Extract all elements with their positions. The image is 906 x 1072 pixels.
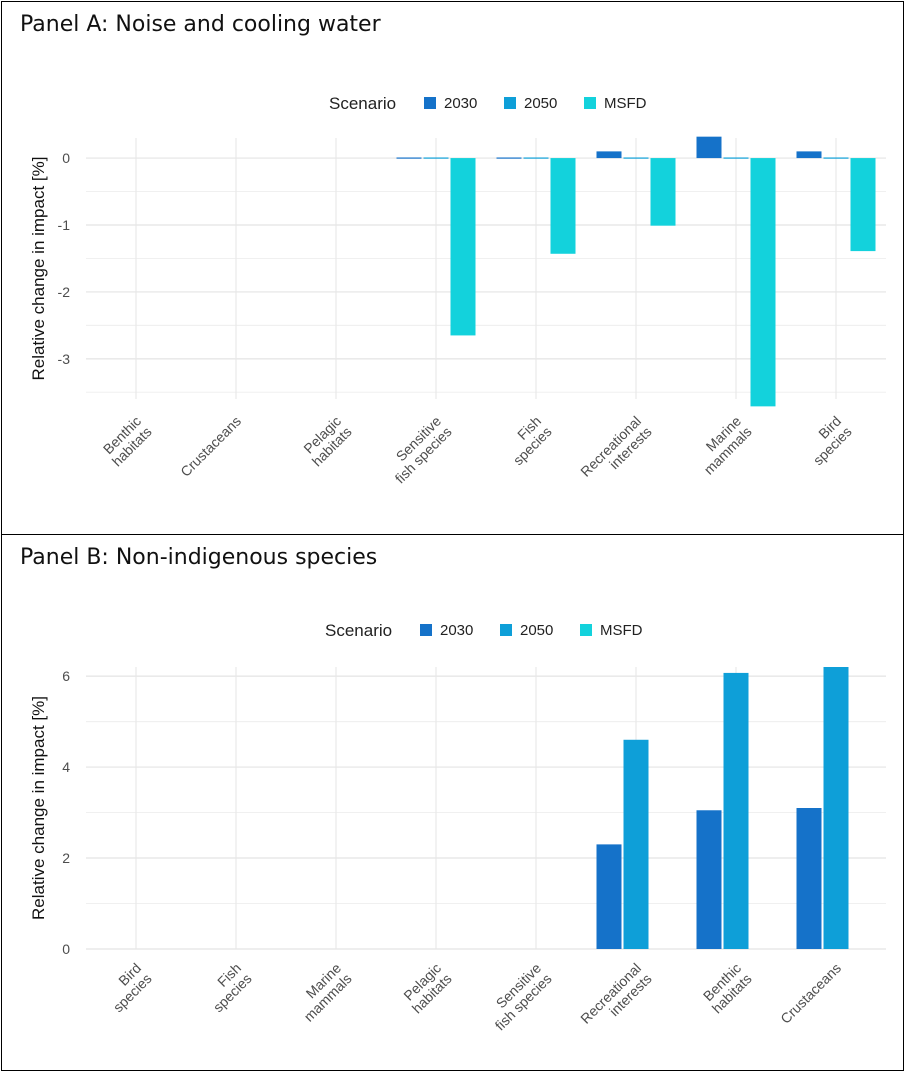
legend-swatch-2030 — [420, 624, 432, 636]
legend-swatch-msfd — [580, 624, 592, 636]
bar-2050-7 — [823, 667, 849, 949]
bar-2030-6 — [696, 136, 722, 159]
x-category-label: Marinemammals — [690, 413, 755, 478]
legend-swatch-msfd — [584, 97, 596, 109]
y-tick-label: 0 — [62, 150, 70, 166]
y-tick-label: 0 — [62, 941, 70, 957]
bar-2030-5 — [596, 151, 622, 159]
y-tick-label: -2 — [58, 284, 71, 300]
bar-2050-4 — [523, 157, 549, 159]
panel-b: Panel B: Non-indigenous species 0 2 4 6 Bird… — [1, 534, 904, 1071]
x-category-label: Sensitivefish species — [481, 960, 555, 1034]
legend-label-2030: 2030 — [444, 95, 477, 112]
bar-2050-6 — [723, 672, 749, 949]
legend-label-msfd: MSFD — [600, 622, 643, 639]
bar-2030-6 — [696, 810, 722, 949]
legend-title: Scenario — [325, 621, 392, 640]
y-tick-label: 4 — [62, 759, 70, 775]
bar-2050-5 — [623, 739, 649, 949]
bar-msfd-5 — [650, 158, 676, 226]
panel-b-chart: 0 2 4 6 Birdspecies Fishspecies Marinemammals P… — [29, 621, 886, 1038]
x-category-label: Pelagichabitats — [298, 413, 355, 470]
bar-2050-6 — [723, 157, 749, 159]
bar-2050-3 — [423, 157, 449, 159]
x-category-label: Sensitivefish species — [381, 413, 455, 487]
legend-label-2050: 2050 — [524, 95, 557, 112]
y-tick-label: -1 — [58, 217, 71, 233]
bar-2030-7 — [796, 151, 822, 159]
legend-swatch-2050 — [500, 624, 512, 636]
y-axis-title: Relative change in impact [%] — [29, 157, 48, 381]
x-category-label: Birdspecies — [799, 413, 854, 468]
legend-title: Scenario — [329, 94, 396, 113]
panel-a: Panel A: Noise and cooling water 0 -1 -2 -3… — [1, 1, 904, 535]
x-category-label: Pelagichabitats — [398, 960, 455, 1017]
bar-msfd-6 — [750, 158, 776, 407]
panel-a-title: Panel A: Noise and cooling water — [20, 12, 381, 37]
bar-msfd-3 — [450, 158, 476, 336]
bar-2030-5 — [596, 844, 622, 949]
x-category-label: Crustaceans — [777, 960, 844, 1027]
x-category-label: Fishspecies — [499, 413, 554, 468]
legend-label-2030: 2030 — [440, 622, 473, 639]
x-category-label: Marinemammals — [290, 960, 355, 1025]
bar-msfd-7 — [850, 158, 876, 252]
x-category-label: Birdspecies — [99, 960, 154, 1015]
x-category-label: Benthichabitats — [98, 413, 155, 470]
y-tick-label: 2 — [62, 850, 70, 866]
bar-msfd-4 — [550, 158, 576, 254]
legend-label-msfd: MSFD — [604, 95, 647, 112]
legend-swatch-2050 — [504, 97, 516, 109]
legend-label-2050: 2050 — [520, 622, 553, 639]
bar-2050-7 — [823, 157, 849, 159]
x-category-label: Recreationalinterests — [577, 413, 655, 491]
x-category-label: Recreationalinterests — [577, 960, 655, 1038]
bar-2030-7 — [796, 808, 822, 949]
x-category-label: Fishspecies — [199, 960, 254, 1015]
bar-2030-4 — [496, 157, 522, 159]
panel-b-title: Panel B: Non-indigenous species — [20, 545, 378, 570]
x-category-label: Crustaceans — [177, 413, 244, 480]
y-axis-title: Relative change in impact [%] — [29, 696, 48, 920]
bar-2050-5 — [623, 157, 649, 159]
panel-a-chart: 0 -1 -2 -3 Benthichabitats Crustaceans Pelagic… — [29, 94, 886, 491]
bar-2030-3 — [396, 157, 422, 159]
y-tick-label: 6 — [62, 668, 70, 684]
y-tick-label: -3 — [58, 351, 71, 367]
legend-swatch-2030 — [424, 97, 436, 109]
x-category-label: Benthichabitats — [698, 960, 755, 1017]
